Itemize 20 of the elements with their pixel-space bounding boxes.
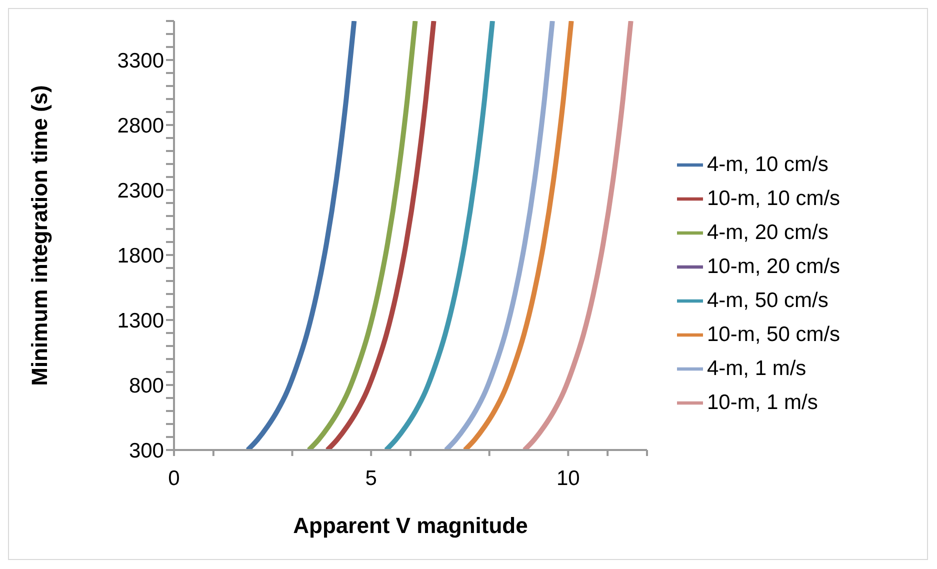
legend-label: 4-m, 10 cm/s xyxy=(707,153,828,176)
legend-label: 10-m, 20 cm/s xyxy=(707,255,840,278)
legend-label: 4-m, 1 m/s xyxy=(707,357,806,380)
x-tick-label: 10 xyxy=(556,466,580,490)
legend-label: 10-m, 50 cm/s xyxy=(707,323,840,346)
legend-label: 4-m, 20 cm/s xyxy=(707,221,828,244)
y-tick-label: 800 xyxy=(128,374,164,398)
y-tick-label: 1800 xyxy=(117,244,164,268)
x-axis-title: Apparent V magnitude xyxy=(293,513,528,538)
legend-label: 10-m, 1 m/s xyxy=(707,391,818,414)
y-tick-label: 300 xyxy=(128,439,164,462)
y-tick-label: 2800 xyxy=(117,114,164,138)
x-tick-label: 0 xyxy=(168,466,180,490)
legend-label: 4-m, 50 cm/s xyxy=(707,289,828,312)
y-tick-label: 2300 xyxy=(117,179,164,202)
legend-label: 10-m, 10 cm/s xyxy=(707,187,840,210)
y-tick-label: 3300 xyxy=(117,49,164,72)
y-tick-label: 1300 xyxy=(117,309,164,332)
x-tick-label: 5 xyxy=(365,466,377,490)
y-axis-title: Minimum integration time (s) xyxy=(26,85,52,386)
